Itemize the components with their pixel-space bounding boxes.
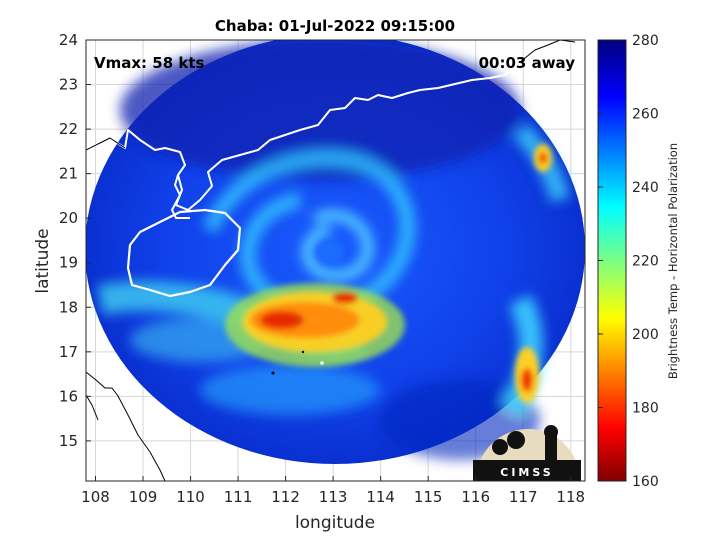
y-tick-label: 21 [59, 165, 78, 183]
coast-south-china-outside [519, 40, 576, 63]
east-band-red [521, 368, 533, 392]
coast-vietnam [86, 371, 166, 481]
x-tick-label: 117 [509, 488, 538, 506]
axes-frame [85, 39, 586, 482]
y-axis-label: latitude [33, 228, 53, 293]
cold-cloud-north [120, 40, 520, 180]
colorbar-tick-label: 200 [632, 327, 659, 343]
coastlines [86, 40, 576, 481]
vmax-annotation: Vmax: 58 kts [94, 54, 204, 72]
track-point [271, 371, 275, 375]
coast-south-china-outside-west [86, 137, 126, 151]
y-tick-label: 17 [59, 343, 78, 361]
x-tick-label: 112 [271, 488, 300, 506]
coast-leizhou [171, 174, 190, 219]
y-tick-label: 19 [59, 254, 78, 272]
y-tick-label: 18 [59, 298, 78, 316]
x-tick-label: 114 [366, 488, 395, 506]
track-point-2 [301, 350, 305, 354]
x-tick-label: 110 [176, 488, 205, 506]
x-tick-label: 118 [556, 488, 585, 506]
colorbar-tick-label: 260 [632, 107, 659, 123]
y-tick-label: 20 [59, 209, 78, 227]
colorbar-tick-label: 160 [632, 474, 659, 490]
northeast-red [539, 152, 547, 164]
x-tick-label: 108 [81, 488, 110, 506]
coast-vietnam-south [86, 394, 99, 421]
storm-eye [316, 240, 344, 264]
x-tick-label: 113 [319, 488, 348, 506]
chart-title: Chaba: 01-Jul-2022 09:15:00 [215, 17, 455, 35]
x-axis-label: longitude [295, 513, 375, 533]
colorbar-tick-label: 240 [632, 180, 659, 196]
coast-hainan [126, 208, 242, 298]
logo-dish-1 [492, 439, 508, 455]
x-axis-ticks: 108 109 110 111 112 113 114 115 116 117 118 [81, 476, 585, 506]
x-tick-label: 111 [224, 488, 253, 506]
time-away-annotation: 00:03 away [479, 54, 576, 72]
rainband-orange [250, 302, 360, 338]
y-tick-label: 22 [59, 120, 78, 138]
x-tick-label: 115 [414, 488, 443, 506]
coast-south-china [86, 40, 576, 211]
cimss-logo: CIMSS [473, 425, 581, 481]
brightness-temperature-swath [86, 40, 585, 464]
spiral-band-inner [302, 210, 374, 281]
colorbar-ticks: 160 180 200 220 240 260 280 [598, 33, 659, 490]
y-tick-label: 15 [59, 432, 78, 450]
logo-bar [473, 460, 581, 481]
colorbar-tick-label: 280 [632, 33, 659, 49]
spiral-band-outer [202, 150, 416, 316]
storm-center-marker [320, 361, 324, 365]
logo-tower-top [544, 425, 558, 439]
y-tick-label: 16 [59, 387, 78, 405]
rainband-red-west [260, 311, 304, 329]
x-tick-label: 116 [461, 488, 490, 506]
y-tick-label: 23 [59, 76, 78, 94]
colorbar-label: Brightness Temp - Horizontal Polarizatio… [666, 143, 680, 379]
band-south [200, 365, 380, 415]
y-tick-label: 24 [59, 31, 78, 49]
y-axis-ticks: 15 16 17 18 19 20 21 22 23 24 [59, 31, 91, 450]
colorbar-tick-label: 220 [632, 254, 659, 270]
colorbar-tick-label: 180 [632, 401, 659, 417]
logo-text: CIMSS [500, 466, 553, 479]
logo-dish-2 [507, 431, 525, 449]
rainband-red-east [332, 292, 358, 304]
logo-tower [545, 432, 557, 462]
x-tick-label: 109 [129, 488, 158, 506]
